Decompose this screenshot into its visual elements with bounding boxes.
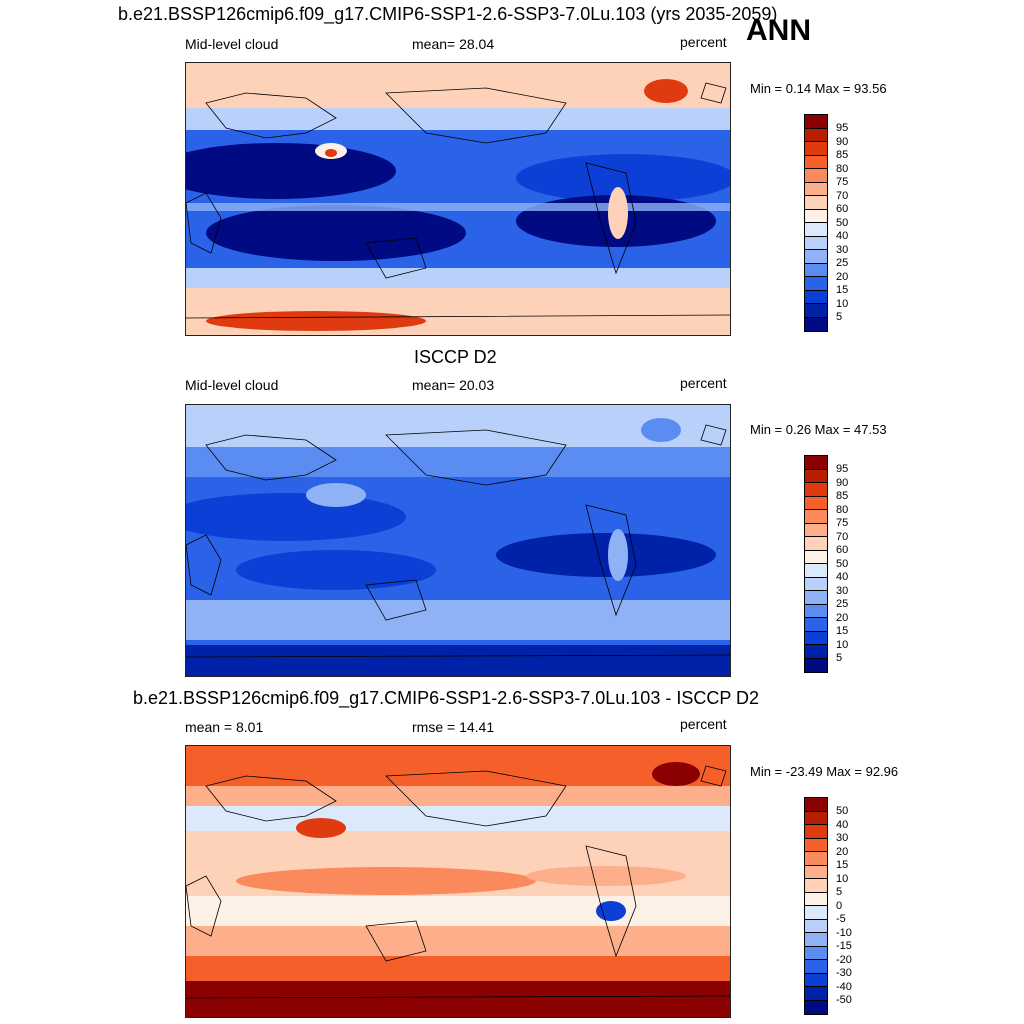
colorbar-tick: -10 <box>836 927 852 939</box>
colorbar-tick: 70 <box>836 190 849 202</box>
colorbar-tick: 90 <box>836 136 849 148</box>
panel-units-label: percent <box>680 34 727 50</box>
colorbar-tick: -50 <box>836 994 852 1006</box>
panel-minmax: Min = -23.49 Max = 92.96 <box>750 764 899 779</box>
season-label: ANN <box>746 14 811 47</box>
panel-minmax: Min = 0.26 Max = 47.53 <box>750 422 887 437</box>
colorbar-tick: 0 <box>836 900 843 912</box>
panel-title: ISCCP D2 <box>414 347 497 367</box>
colorbar-tick: -5 <box>836 913 846 925</box>
colorbar-tick: 5 <box>836 886 843 898</box>
colorbar-tick: 95 <box>836 122 849 134</box>
colorbar-tick: 25 <box>836 598 849 610</box>
colorbar-tick: -40 <box>836 981 852 993</box>
colorbar-tick: 20 <box>836 846 849 858</box>
colorbar-tick: 5 <box>836 652 843 664</box>
panel-units-label: percent <box>680 716 727 732</box>
colorbar-tick: 25 <box>836 257 849 269</box>
panel-variable-label: Mid-level cloud <box>185 36 279 52</box>
colorbar-tick: 10 <box>836 639 849 651</box>
map-panel-model <box>185 62 731 336</box>
panel-title: b.e21.BSSP126cmip6.f09_g17.CMIP6-SSP1-2.… <box>133 688 760 708</box>
colorbar-tick: -15 <box>836 940 852 952</box>
colorbar-tick: 80 <box>836 163 849 175</box>
colorbar-model <box>804 114 828 332</box>
colorbar-tick: 85 <box>836 149 849 161</box>
colorbar-tick: 50 <box>836 558 849 570</box>
colorbar-tick: 30 <box>836 244 849 256</box>
colorbar-tick: 90 <box>836 477 849 489</box>
colorbar-tick: 15 <box>836 284 849 296</box>
colorbar-tick: -20 <box>836 954 852 966</box>
colorbar-tick: 30 <box>836 832 849 844</box>
map-panel-difference <box>185 745 731 1018</box>
colorbar-tick: 60 <box>836 203 849 215</box>
colorbar-tick: 85 <box>836 490 849 502</box>
colorbar-tick: 50 <box>836 217 849 229</box>
map-panel-observations <box>185 404 731 677</box>
colorbar-tick: 15 <box>836 625 849 637</box>
panel-variable-label: Mid-level cloud <box>185 377 279 393</box>
colorbar-tick: 10 <box>836 873 849 885</box>
colorbar-tick: 75 <box>836 517 849 529</box>
colorbar-tick: 40 <box>836 571 849 583</box>
colorbar-difference <box>804 797 828 1015</box>
colorbar-tick: 30 <box>836 585 849 597</box>
colorbar-tick: 70 <box>836 531 849 543</box>
panel-units-label: percent <box>680 375 727 391</box>
colorbar-tick: 5 <box>836 311 843 323</box>
colorbar-tick: 20 <box>836 271 849 283</box>
colorbar-tick: -30 <box>836 967 852 979</box>
colorbar-tick: 80 <box>836 504 849 516</box>
colorbar-tick: 95 <box>836 463 849 475</box>
colorbar-observations <box>804 455 828 673</box>
colorbar-tick: 20 <box>836 612 849 624</box>
colorbar-tick: 10 <box>836 298 849 310</box>
plot-title: b.e21.BSSP126cmip6.f09_g17.CMIP6-SSP1-2.… <box>118 4 778 24</box>
panel-mean-label: mean= 20.03 <box>412 377 495 393</box>
colorbar-tick: 40 <box>836 819 849 831</box>
colorbar-tick: 60 <box>836 544 849 556</box>
panel-mean-label: mean = 8.01 <box>185 719 264 735</box>
colorbar-tick: 15 <box>836 859 849 871</box>
panel-rmse-label: rmse = 14.41 <box>412 719 495 735</box>
panel-minmax: Min = 0.14 Max = 93.56 <box>750 81 887 96</box>
colorbar-tick: 75 <box>836 176 849 188</box>
colorbar-tick: 50 <box>836 805 849 817</box>
colorbar-tick: 40 <box>836 230 849 242</box>
panel-mean-label: mean= 28.04 <box>412 36 495 52</box>
